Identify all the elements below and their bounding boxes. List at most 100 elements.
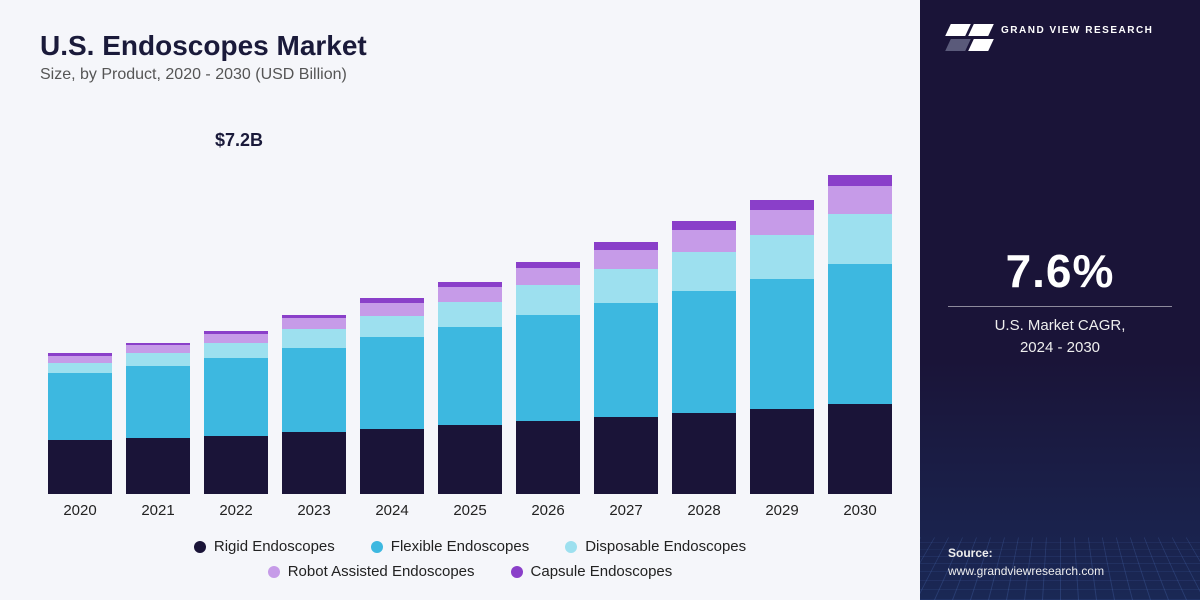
bar-segment-rigid (204, 436, 268, 494)
legend-swatch-icon (268, 566, 280, 578)
bar-stack (360, 298, 424, 494)
bar-column: 2020 (48, 353, 112, 519)
bar-column: 2025 (438, 282, 502, 519)
bar-column: 2022 (204, 331, 268, 519)
bar-segment-flexible (672, 291, 736, 413)
divider (948, 306, 1172, 307)
bar-stack (672, 221, 736, 494)
cagr-value: 7.6% (1006, 244, 1115, 298)
bar-segment-disposable (204, 343, 268, 358)
cagr-label-line2: 2024 - 2030 (1020, 339, 1100, 356)
x-axis-label: 2029 (765, 502, 798, 519)
bar-segment-disposable (360, 316, 424, 338)
x-axis-label: 2021 (141, 502, 174, 519)
bar-segment-robot (750, 210, 814, 235)
cagr-label: U.S. Market CAGR, 2024 - 2030 (995, 315, 1126, 360)
legend-swatch-icon (371, 541, 383, 553)
bar-segment-robot (828, 186, 892, 214)
legend-item-capsule: Capsule Endoscopes (511, 563, 673, 580)
x-axis-label: 2025 (453, 502, 486, 519)
legend-label: Disposable Endoscopes (585, 538, 746, 555)
source-value: www.grandviewresearch.com (948, 564, 1104, 578)
value-callout: $7.2B (215, 130, 263, 151)
bar-column: 2027 (594, 242, 658, 519)
chart-subtitle: Size, by Product, 2020 - 2030 (USD Billi… (40, 66, 900, 84)
bar-segment-disposable (750, 235, 814, 280)
bar-segment-disposable (672, 252, 736, 291)
bar-stack (750, 200, 814, 494)
bar-segment-capsule (828, 175, 892, 186)
bar-segment-rigid (48, 440, 112, 494)
bar-segment-robot (594, 250, 658, 269)
legend-item-disposable: Disposable Endoscopes (565, 538, 746, 555)
bar-segment-flexible (594, 303, 658, 417)
legend-swatch-icon (194, 541, 206, 553)
bar-column: 2028 (672, 221, 736, 519)
chart-panel: U.S. Endoscopes Market Size, by Product,… (0, 0, 920, 600)
chart-area: $7.2B 2020202120222023202420252026202720… (40, 94, 900, 520)
bar-segment-rigid (516, 421, 580, 494)
bar-segment-flexible (126, 366, 190, 438)
bar-column: 2024 (360, 298, 424, 519)
bar-stack (282, 315, 346, 494)
bar-stack (516, 262, 580, 494)
bar-segment-rigid (282, 432, 346, 494)
bar-column: 2021 (126, 343, 190, 519)
bar-stack (204, 331, 268, 494)
legend-item-robot: Robot Assisted Endoscopes (268, 563, 475, 580)
logo-mark-icon (948, 24, 991, 51)
bar-segment-rigid (126, 438, 190, 494)
bar-segment-robot (204, 334, 268, 343)
bar-segment-robot (282, 318, 346, 329)
side-panel: GRAND VIEW RESEARCH 7.6% U.S. Market CAG… (920, 0, 1200, 600)
legend: Rigid Endoscopes Flexible Endoscopes Dispo… (40, 538, 900, 580)
x-axis-label: 2028 (687, 502, 720, 519)
bar-segment-robot (672, 230, 736, 252)
bar-segment-flexible (360, 337, 424, 428)
metric-block: 7.6% U.S. Market CAGR, 2024 - 2030 (948, 59, 1172, 544)
bar-segment-rigid (594, 417, 658, 494)
bar-segment-disposable (48, 363, 112, 373)
bar-segment-flexible (204, 358, 268, 436)
bar-segment-robot (48, 356, 112, 363)
bar-segment-robot (126, 345, 190, 353)
x-axis-label: 2024 (375, 502, 408, 519)
bar-segment-flexible (48, 373, 112, 440)
bar-segment-disposable (516, 285, 580, 315)
legend-swatch-icon (565, 541, 577, 553)
bar-segment-flexible (828, 264, 892, 403)
bar-segment-rigid (438, 425, 502, 494)
bar-segment-robot (516, 268, 580, 285)
legend-item-flexible: Flexible Endoscopes (371, 538, 529, 555)
bar-stack (438, 282, 502, 494)
bar-segment-rigid (672, 413, 736, 494)
bar-segment-disposable (126, 353, 190, 366)
bar-segment-disposable (594, 269, 658, 303)
bar-segment-disposable (282, 329, 346, 347)
brand-logo: GRAND VIEW RESEARCH (948, 24, 1172, 51)
legend-label: Robot Assisted Endoscopes (288, 563, 475, 580)
bar-segment-disposable (828, 214, 892, 264)
bar-segment-flexible (438, 327, 502, 425)
brand-name: GRAND VIEW RESEARCH (1001, 24, 1153, 38)
x-axis-label: 2030 (843, 502, 876, 519)
bar-segment-flexible (516, 315, 580, 421)
bar-segment-capsule (750, 200, 814, 210)
bar-segment-rigid (828, 404, 892, 494)
legend-swatch-icon (511, 566, 523, 578)
bar-stack (828, 175, 892, 494)
source-label: Source: (948, 546, 993, 560)
legend-label: Flexible Endoscopes (391, 538, 529, 555)
bar-segment-flexible (282, 348, 346, 433)
bar-segment-robot (360, 303, 424, 316)
bar-segment-capsule (672, 221, 736, 230)
x-axis-label: 2020 (63, 502, 96, 519)
legend-label: Rigid Endoscopes (214, 538, 335, 555)
bar-segment-rigid (360, 429, 424, 494)
x-axis-label: 2026 (531, 502, 564, 519)
bar-segment-rigid (750, 409, 814, 494)
cagr-label-line1: U.S. Market CAGR, (995, 317, 1126, 334)
x-axis-label: 2022 (219, 502, 252, 519)
bar-segment-robot (438, 287, 502, 302)
bar-segment-flexible (750, 279, 814, 409)
